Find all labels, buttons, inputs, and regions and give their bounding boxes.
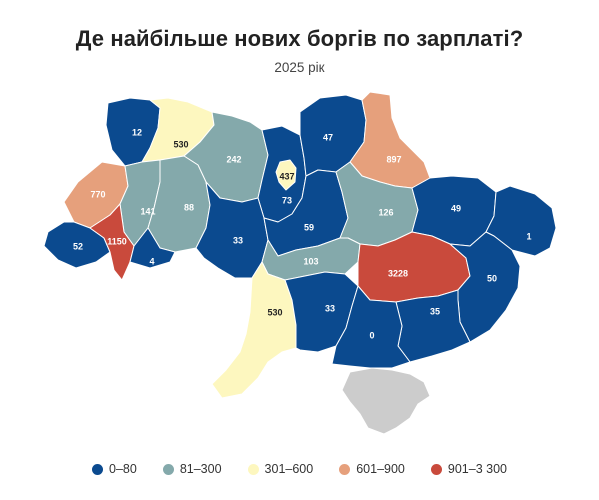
legend-swatch-3	[247, 463, 259, 475]
label-sumy: 897	[386, 154, 401, 164]
legend-swatch-5	[430, 463, 442, 475]
label-kirovohrad: 103	[303, 256, 318, 266]
map-subtitle: 2025 рік	[274, 60, 325, 75]
region-crimea	[341, 367, 431, 435]
label-kherson: 0	[369, 330, 374, 340]
label-dnipropetrovsk: 3228	[388, 268, 408, 278]
label-kyiv-oblast: 73	[282, 195, 292, 205]
region-luhansk[interactable]	[485, 185, 557, 257]
legend-swatch-1	[92, 463, 104, 475]
legend-label-4: 601–900	[356, 462, 405, 476]
label-poltava: 126	[378, 207, 393, 217]
region-donetsk[interactable]	[449, 231, 521, 343]
label-cherkasy: 59	[304, 222, 314, 232]
label-ivano-frankivsk: 1150	[107, 236, 127, 246]
label-vinnytsia: 33	[233, 235, 243, 245]
map-title: Де найбільше нових боргів по зарплаті?	[75, 26, 524, 51]
label-chernihiv: 47	[323, 132, 333, 142]
region-ivano-frankivsk[interactable]	[89, 203, 135, 281]
legend: 0–80 81–300 301–600 601–900 901–3 300	[0, 462, 599, 476]
label-zhytomyr: 242	[226, 154, 241, 164]
legend-item-4: 601–900	[339, 462, 405, 476]
region-kyiv-city[interactable]	[275, 159, 297, 191]
legend-item-3: 301–600	[247, 462, 314, 476]
legend-label-5: 901–3 300	[447, 462, 507, 476]
label-kharkiv: 49	[451, 203, 461, 213]
label-chernivtsi: 4	[149, 256, 154, 266]
region-odesa[interactable]	[211, 261, 297, 399]
legend-label-3: 301–600	[264, 462, 314, 476]
legend-swatch-2	[162, 463, 174, 475]
label-khmelnytskyi: 88	[184, 202, 194, 212]
label-kyiv-city: 437	[279, 171, 294, 181]
label-lviv: 770	[90, 189, 105, 199]
label-luhansk: 1	[526, 231, 531, 241]
label-donetsk: 50	[487, 273, 497, 283]
label-volyn: 12	[132, 127, 142, 137]
label-zaporizhzhia: 35	[430, 306, 440, 316]
legend-swatch-4	[339, 463, 351, 475]
label-ternopil: 141	[140, 206, 155, 216]
label-zakarpattia: 52	[73, 241, 83, 251]
legend-item-2: 81–300	[162, 462, 222, 476]
region-chernivtsi[interactable]	[129, 227, 176, 269]
legend-item-1: 0–80	[92, 462, 137, 476]
label-mykolaiv: 33	[325, 303, 335, 313]
legend-label-1: 0–80	[109, 462, 137, 476]
label-odesa: 530	[267, 307, 282, 317]
legend-label-2: 81–300	[179, 462, 222, 476]
region-kherson[interactable]	[331, 285, 411, 369]
label-rivne: 530	[173, 139, 188, 149]
legend-item-5: 901–3 300	[430, 462, 507, 476]
region-value-labels: 12 530 242 73 437 47 897 770 141 88 33 5…	[73, 127, 532, 340]
